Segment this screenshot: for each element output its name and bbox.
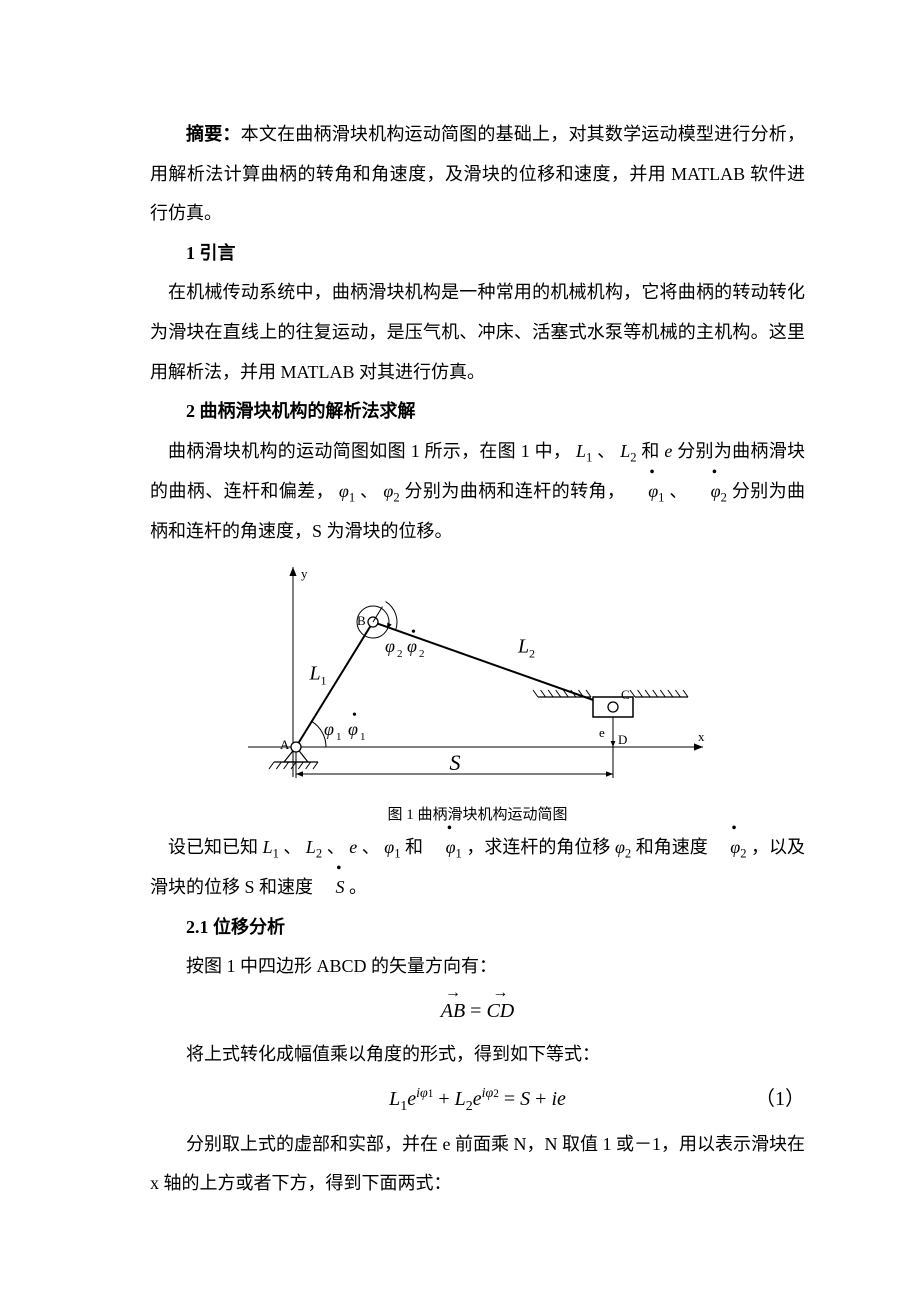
- svg-text:x: x: [698, 729, 705, 744]
- svg-text:2: 2: [529, 646, 535, 660]
- svg-text:•: •: [352, 708, 357, 723]
- svg-text:D: D: [618, 732, 627, 747]
- svg-text:B: B: [357, 613, 366, 628]
- svg-text:1: 1: [336, 731, 342, 743]
- svg-text:φ: φ: [385, 636, 395, 656]
- abstract-label: 摘要：: [186, 124, 241, 144]
- section-2-1-heading: 2.1 位移分析: [150, 908, 805, 948]
- svg-text:e: e: [599, 725, 605, 740]
- svg-text:S: S: [449, 750, 460, 775]
- svg-text:C: C: [621, 687, 630, 702]
- svg-text:A: A: [280, 737, 290, 752]
- equation-vec: →AB = →CD: [150, 993, 805, 1029]
- section-2-para: 曲柄滑块机构的运动简图如图 1 所示，在图 1 中， L1 、 L2 和 e 分…: [150, 432, 805, 552]
- svg-text:1: 1: [360, 731, 366, 743]
- abstract: 摘要：本文在曲柄滑块机构运动简图的基础上，对其数学运动模型进行分析，用解析法计算…: [150, 115, 805, 234]
- section-2-1-para-2: 将上式转化成幅值乘以角度的形式，得到如下等式：: [150, 1035, 805, 1075]
- figure-1: yxeDSABCL1L2φ2φ2•φ1φ1• 图 1 曲柄滑块机构运动简图: [238, 562, 718, 824]
- page: 摘要：本文在曲柄滑块机构运动简图的基础上，对其数学运动模型进行分析，用解析法计算…: [0, 0, 920, 1302]
- figure-1-svg: yxeDSABCL1L2φ2φ2•φ1φ1•: [238, 562, 718, 792]
- figure-1-caption: 图 1 曲柄滑块机构运动简图: [238, 803, 718, 824]
- svg-text:2: 2: [397, 648, 403, 660]
- section-2-heading: 2 曲柄滑块机构的解析法求解: [150, 392, 805, 432]
- svg-text:1: 1: [320, 673, 326, 687]
- section-2-1-para-1: 按图 1 中四边形 ABCD 的矢量方向有：: [150, 947, 805, 987]
- section-1-heading: 1 引言: [150, 234, 805, 274]
- svg-text:φ: φ: [324, 719, 334, 739]
- abstract-text: 本文在曲柄滑块机构运动简图的基础上，对其数学运动模型进行分析，用解析法计算曲柄的…: [150, 124, 805, 223]
- section-2-1-para-3: 分别取上式的虚部和实部，并在 e 前面乘 N，N 取值 1 或－1，用以表示滑块…: [150, 1125, 805, 1204]
- section-1-para: 在机械传动系统中，曲柄滑块机构是一种常用的机械机构，它将曲柄的转动转化为滑块在直…: [150, 273, 805, 392]
- svg-text:2: 2: [419, 648, 425, 660]
- section-2-para-2: 设已知已知 L1 、 L2 、 e 、 φ1 和 φ1 ，求连杆的角位移 φ2 …: [150, 828, 805, 908]
- equation-1: L1eiφ1 + L2eiφ2 = S + ie （1）: [150, 1081, 805, 1119]
- svg-text:y: y: [301, 566, 308, 581]
- svg-text:L: L: [308, 662, 320, 684]
- svg-text:•: •: [411, 625, 416, 640]
- equation-1-number: （1）: [755, 1081, 805, 1117]
- svg-text:L: L: [517, 635, 529, 657]
